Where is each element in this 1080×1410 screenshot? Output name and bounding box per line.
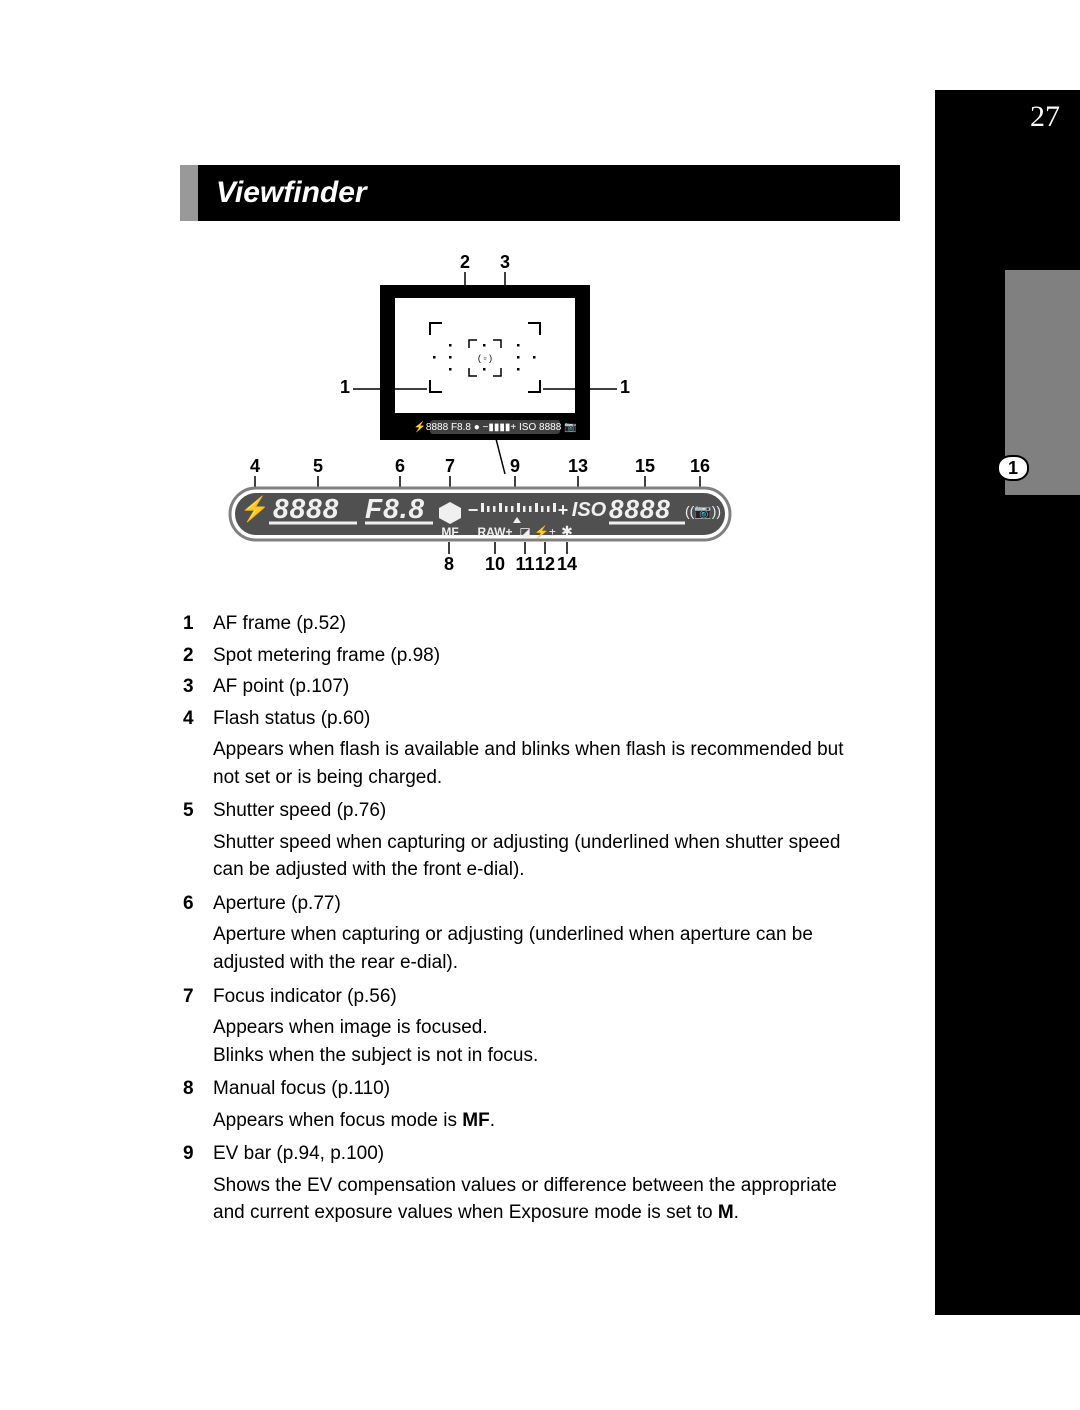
callout-11: 11 [515,554,534,574]
ael-icon: ✱ [561,523,573,539]
callout-9: 9 [510,456,520,476]
shake-icon: ((📷)) [685,503,721,520]
iso-label: ISO [572,499,607,521]
callout-14: 14 [557,554,577,574]
callout-13: 13 [568,456,588,476]
chapter-number-bubble: 1 [997,455,1029,481]
section-heading: Viewfinder [210,176,367,209]
legend-item-number: 1 [183,610,213,638]
callout-1-left: 1 [340,377,350,397]
legend-item-title: AF point (p.107) [213,673,863,701]
legend-item-number: 3 [183,673,213,701]
legend-item-title: Aperture (p.77) [213,890,863,918]
legend-item-desc: Shutter speed when capturing or adjustin… [213,829,863,884]
legend-item-title: Manual focus (p.110) [213,1075,863,1103]
legend-item: 9EV bar (p.94, p.100) [183,1140,863,1168]
legend-item-number: 4 [183,705,213,733]
callout-7: 7 [445,456,455,476]
legend-item: 3AF point (p.107) [183,673,863,701]
callout-1-right: 1 [620,377,630,397]
callout-2: 2 [460,252,470,272]
page: 27 1 Before Using Your Camera Viewfinder… [0,0,1080,1410]
legend-item: 4Flash status (p.60) [183,705,863,733]
legend-item: 1AF frame (p.52) [183,610,863,638]
display-shutter: 8888 [273,493,339,524]
flash-icon: ⚡ [240,495,270,523]
legend-item-title: Focus indicator (p.56) [213,983,863,1011]
callout-4: 4 [250,456,260,476]
ev-plus: + [558,500,569,520]
comp-icon: ◪ [519,525,530,539]
display-raw: RAW+ [477,525,512,539]
legend-item-desc: Aperture when capturing or adjusting (un… [213,921,863,976]
legend-item-number: 5 [183,797,213,825]
display-mf: MF [441,525,458,539]
side-label: Before Using Your Camera [980,510,1001,540]
legend-item-number: 6 [183,890,213,918]
flash-comp-icon: ⚡± [534,525,556,539]
side-tab: 1 Before Using Your Camera [935,175,1080,1315]
section-heading-bar: Viewfinder [180,165,900,221]
page-number: 27 [1030,100,1060,134]
display-aperture: F8.8 [365,493,425,524]
legend-item-desc: Shows the EV compensation values or diff… [213,1172,863,1227]
legend-item: 6Aperture (p.77) [183,890,863,918]
callout-3: 3 [500,252,510,272]
display-iso: 8888 [609,494,671,524]
svg-text:( ▫ ): ( ▫ ) [478,353,492,363]
legend-item: 7Focus indicator (p.56) [183,983,863,1011]
svg-text:⚡8888 F8.8 ● −▮▮▮▮+ ISO 8888 �: ⚡8888 F8.8 ● −▮▮▮▮+ ISO 8888 📷 [413,420,576,433]
callout-8: 8 [444,554,454,574]
callout-12: 12 [535,554,555,574]
legend-item-number: 9 [183,1140,213,1168]
legend-item-title: AF frame (p.52) [213,610,863,638]
legend-item-title: Shutter speed (p.76) [213,797,863,825]
callout-6: 6 [395,456,405,476]
legend-item-title: EV bar (p.94, p.100) [213,1140,863,1168]
legend-item-title: Flash status (p.60) [213,705,863,733]
legend-list: 1AF frame (p.52)2Spot metering frame (p.… [183,610,863,1233]
legend-item-desc: Appears when image is focused.Blinks whe… [213,1014,863,1069]
viewfinder-diagram: 2 3 [205,250,745,580]
callout-15: 15 [635,456,655,476]
side-label-wrap: Before Using Your Camera [1001,510,1031,810]
callout-10: 10 [485,554,505,574]
legend-item: 2Spot metering frame (p.98) [183,642,863,670]
ev-minus: − [468,500,479,520]
side-tab-top: 27 [935,90,1080,175]
legend-item-number: 7 [183,983,213,1011]
legend-item-desc: Appears when flash is available and blin… [213,736,863,791]
legend-item-number: 2 [183,642,213,670]
callout-5: 5 [313,456,323,476]
legend-item-number: 8 [183,1075,213,1103]
callout-16: 16 [690,456,710,476]
legend-item: 5Shutter speed (p.76) [183,797,863,825]
legend-item-desc: Appears when focus mode is MF. [213,1107,863,1135]
legend-item: 8Manual focus (p.110) [183,1075,863,1103]
legend-item-title: Spot metering frame (p.98) [213,642,863,670]
